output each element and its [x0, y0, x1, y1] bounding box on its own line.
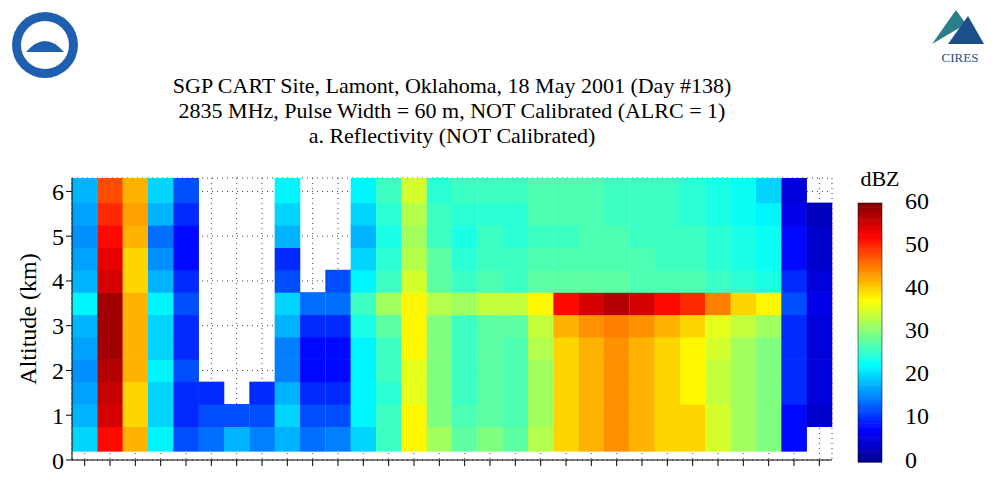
svg-text:40: 40 — [905, 274, 929, 300]
svg-text:50: 50 — [905, 231, 929, 257]
svg-text:CIRES: CIRES — [942, 50, 979, 65]
svg-text:30: 30 — [905, 317, 929, 343]
svg-text:4: 4 — [52, 268, 64, 294]
svg-text:2835 MHz, Pulse Width = 60 m,: 2835 MHz, Pulse Width = 60 m, NOT Calibr… — [179, 98, 726, 123]
svg-text:a. Reflectivity (NOT Calibrate: a. Reflectivity (NOT Calibrated) — [309, 123, 596, 148]
svg-text:5: 5 — [52, 224, 64, 250]
svg-text:3: 3 — [52, 313, 64, 339]
svg-text:6: 6 — [52, 179, 64, 205]
svg-text:0: 0 — [52, 448, 64, 474]
svg-text:dBZ: dBZ — [860, 166, 899, 191]
svg-text:SGP CART Site, Lamont, Oklahom: SGP CART Site, Lamont, Oklahoma, 18 May … — [173, 73, 731, 98]
svg-text:0: 0 — [905, 447, 917, 473]
svg-text:60: 60 — [905, 188, 929, 214]
svg-text:10: 10 — [905, 403, 929, 429]
svg-text:1: 1 — [52, 403, 64, 429]
svg-text:20: 20 — [905, 360, 929, 386]
svg-text:Altitude (km): Altitude (km) — [15, 253, 41, 384]
svg-text:2: 2 — [52, 358, 64, 384]
